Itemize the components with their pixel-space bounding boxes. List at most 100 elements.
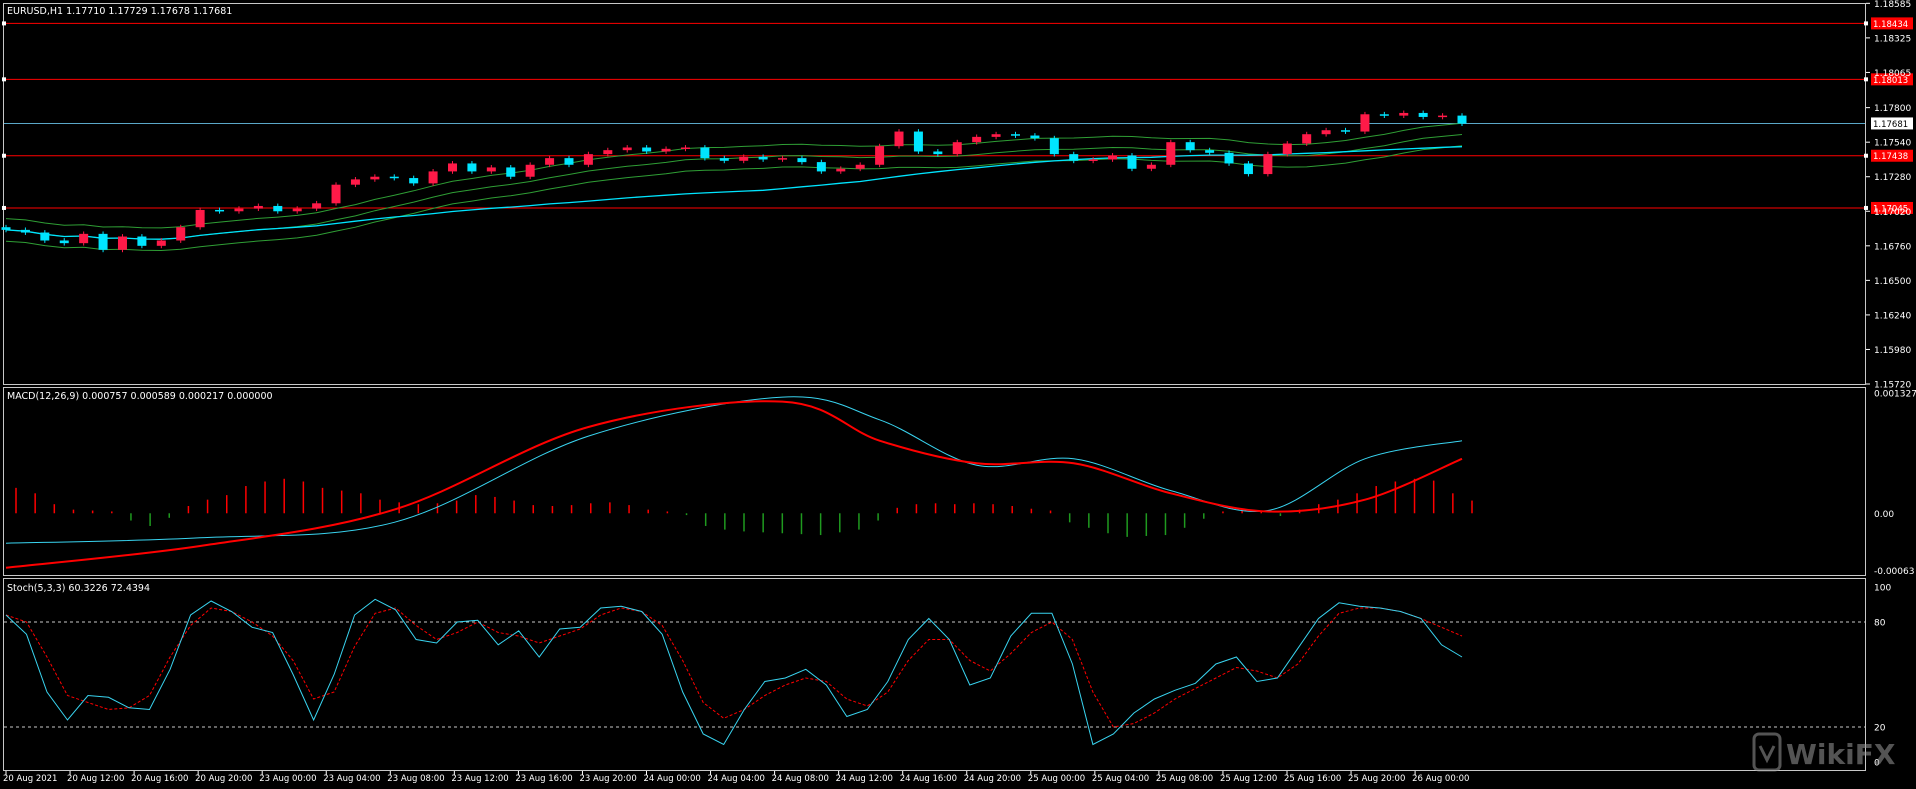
candle-body[interactable] (1108, 155, 1118, 160)
candle-body[interactable] (622, 147, 632, 151)
stoch-pane-frame[interactable] (3, 578, 1866, 771)
candle-body[interactable] (253, 205, 263, 209)
candle-body[interactable] (991, 134, 1001, 137)
candle-body[interactable] (292, 208, 302, 212)
time-axis-label: 24 Aug 16:00 (900, 774, 957, 784)
bollinger-middle-band (5, 134, 1463, 240)
macd-axis-label: 0.00 (1874, 510, 1894, 520)
candle-body[interactable] (1030, 135, 1040, 139)
candle-body[interactable] (778, 158, 788, 160)
candle-body[interactable] (583, 154, 593, 165)
candle-body[interactable] (1205, 150, 1215, 153)
candle-body[interactable] (273, 205, 283, 212)
candle-body[interactable] (1146, 164, 1156, 169)
candle-body[interactable] (758, 156, 768, 160)
candle-body[interactable] (389, 176, 399, 179)
candle-body[interactable] (603, 150, 613, 155)
level-anchor-right[interactable] (1864, 77, 1868, 82)
candle-body[interactable] (525, 164, 535, 177)
candle-body[interactable] (1438, 115, 1448, 118)
candle-body[interactable] (1457, 115, 1467, 124)
time-axis-label: 24 Aug 08:00 (772, 774, 829, 784)
candle-body[interactable] (894, 131, 904, 147)
candle-body[interactable] (1010, 134, 1020, 136)
candle-body[interactable] (448, 163, 458, 172)
candle-body[interactable] (98, 233, 108, 250)
candle-body[interactable] (1185, 142, 1195, 151)
candle-body[interactable] (215, 209, 225, 212)
candle-body[interactable] (972, 136, 982, 143)
candle-body[interactable] (1243, 163, 1253, 175)
candle-body[interactable] (1049, 138, 1059, 155)
candle-body[interactable] (797, 158, 807, 163)
candle-body[interactable] (1302, 134, 1312, 144)
candle-body[interactable] (156, 240, 166, 246)
time-axis-label: 25 Aug 00:00 (1028, 774, 1085, 784)
candle-body[interactable] (1360, 114, 1370, 132)
candle-body[interactable] (137, 236, 147, 246)
level-anchor-left[interactable] (2, 77, 6, 82)
level-anchor-left[interactable] (2, 153, 6, 158)
candle-body[interactable] (855, 164, 865, 169)
candle-body[interactable] (661, 148, 671, 152)
candle-body[interactable] (1088, 159, 1098, 161)
candle-body[interactable] (836, 168, 846, 172)
candle-body[interactable] (1224, 152, 1234, 164)
stoch-axis-label: 100 (1874, 584, 1891, 594)
level-price-badge (1871, 73, 1913, 86)
macd-header: MACD(12,26,9) 0.000757 0.000589 0.000217… (7, 391, 273, 402)
level-anchor-left[interactable] (2, 21, 6, 26)
candle-body[interactable] (312, 203, 322, 209)
level-anchor-right[interactable] (1864, 205, 1868, 210)
candle-body[interactable] (428, 171, 438, 184)
candle-body[interactable] (719, 158, 729, 161)
candle-body[interactable] (1166, 142, 1176, 165)
candle-body[interactable] (1399, 112, 1409, 116)
candle-body[interactable] (1069, 154, 1079, 161)
macd-pane-frame[interactable] (3, 387, 1866, 576)
candle-body[interactable] (1263, 154, 1273, 175)
level-anchor-right[interactable] (1864, 153, 1868, 158)
level-anchor-left[interactable] (2, 205, 6, 210)
candle-body[interactable] (933, 151, 943, 155)
candle-body[interactable] (486, 167, 496, 172)
candle-body[interactable] (117, 236, 127, 250)
candle-body[interactable] (1282, 143, 1292, 155)
price-axis-label: 1.17540 (1874, 139, 1911, 149)
candle-body[interactable] (409, 178, 419, 184)
candle-body[interactable] (20, 229, 30, 233)
candle-body[interactable] (816, 162, 826, 172)
candle-body[interactable] (700, 147, 710, 159)
price-chart (1, 21, 1868, 253)
candle-body[interactable] (79, 233, 89, 244)
candle-body[interactable] (739, 156, 749, 161)
candle-body[interactable] (195, 209, 205, 228)
level-anchor-right[interactable] (1864, 21, 1868, 26)
candle-body[interactable] (467, 163, 477, 172)
candle-body[interactable] (506, 167, 516, 177)
candle-body[interactable] (1127, 155, 1137, 169)
candle-body[interactable] (545, 158, 555, 165)
candle-body[interactable] (680, 147, 690, 149)
candle-body[interactable] (642, 147, 652, 152)
candle-body[interactable] (350, 179, 360, 185)
candle-body[interactable] (234, 208, 244, 212)
candle-body[interactable] (1418, 112, 1428, 117)
candle-body[interactable] (1341, 130, 1351, 132)
candle-body[interactable] (564, 158, 574, 165)
candle-body[interactable] (913, 131, 923, 152)
candle-body[interactable] (1321, 130, 1331, 135)
price-pane-frame[interactable] (3, 3, 1866, 385)
time-axis-label: 25 Aug 08:00 (1156, 774, 1213, 784)
candle-body[interactable] (331, 184, 341, 204)
candle-body[interactable] (40, 232, 50, 241)
candle-body[interactable] (176, 227, 186, 241)
time-axis-label: 20 Aug 20:00 (195, 774, 252, 784)
price-axis-label: 1.16240 (1874, 311, 1911, 321)
candle-body[interactable] (875, 146, 885, 165)
candle-body[interactable] (1, 227, 11, 230)
candle-body[interactable] (952, 142, 962, 155)
candle-body[interactable] (1379, 114, 1389, 116)
candle-body[interactable] (59, 240, 69, 244)
candle-body[interactable] (370, 176, 380, 180)
